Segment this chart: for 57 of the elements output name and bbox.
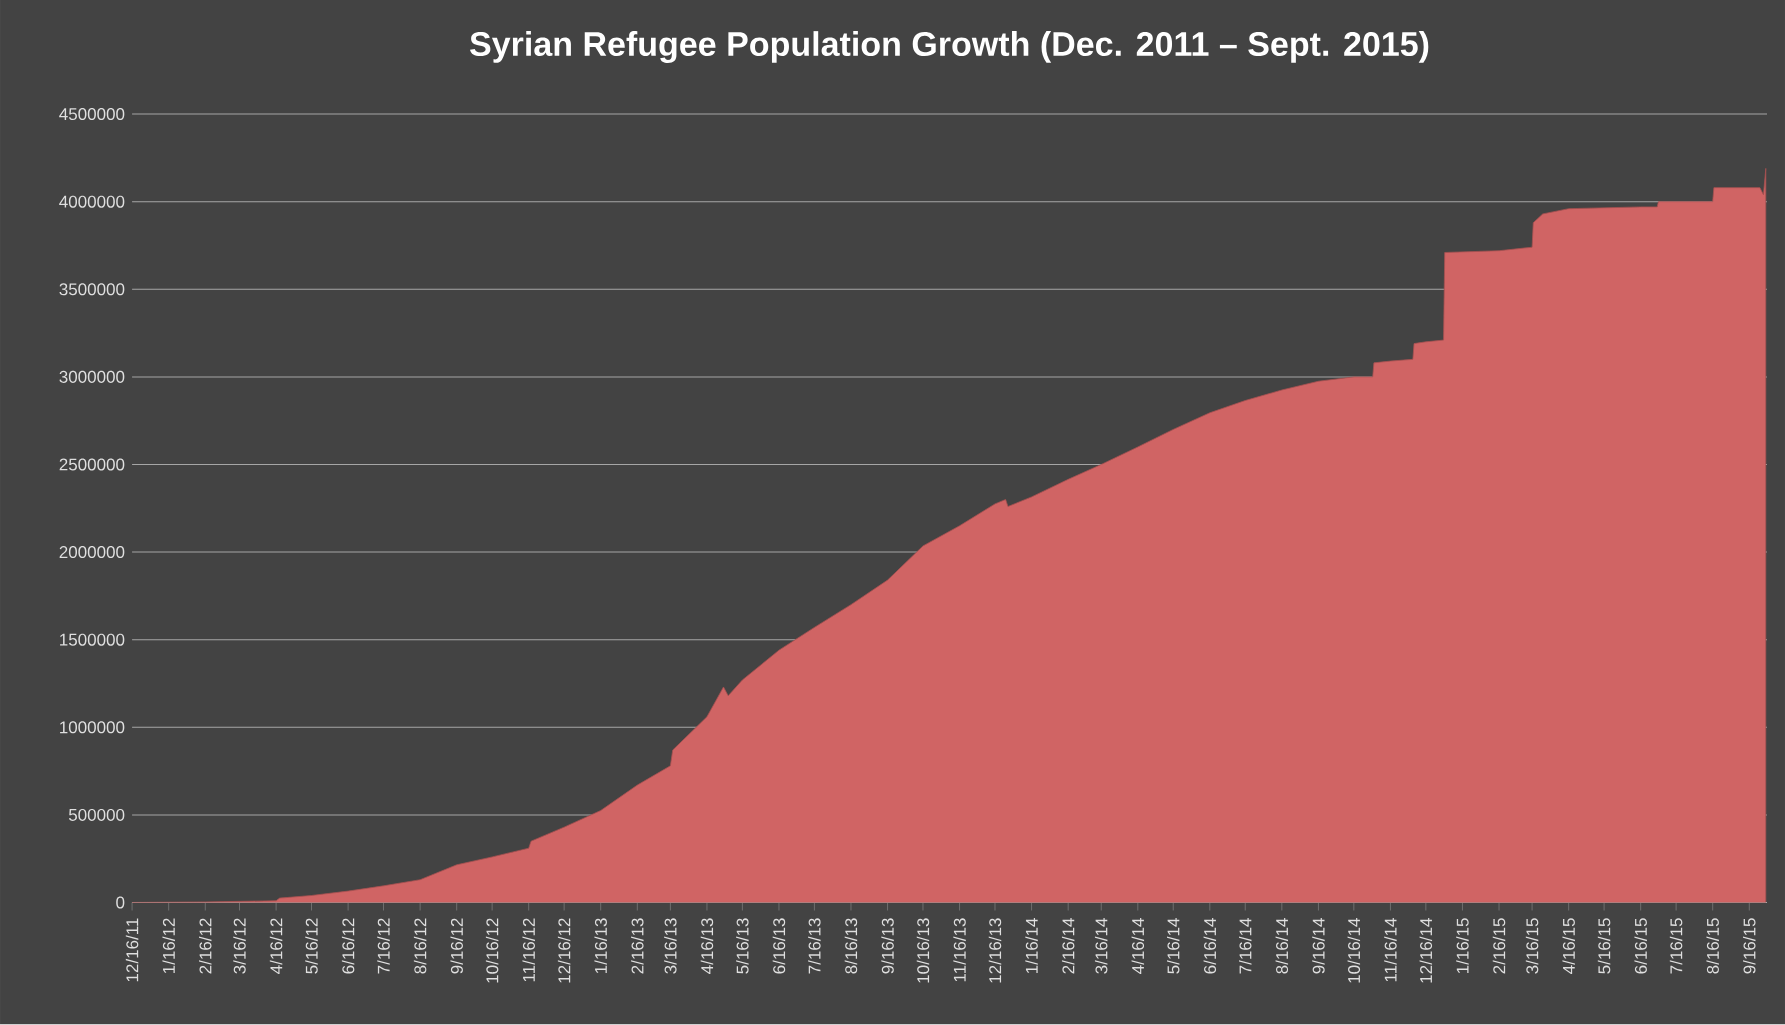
x-tick-label: 7/16/15 [1669,918,1683,974]
x-tick-label: 3/16/14 [1094,918,1108,974]
x-tick-label: 9/16/12 [450,918,463,974]
y-tick-label: 2000000 [59,546,125,559]
y-tick-label: 4500000 [59,108,125,121]
x-tick-label: 2/16/12 [199,918,212,974]
x-tick-label: 8/16/14 [1275,918,1289,974]
x-tick-label: 7/16/13 [808,918,821,974]
y-tick-label: 3500000 [59,283,125,296]
x-tick-label: 11/16/13 [953,918,966,982]
x-tick-label: 8/16/13 [844,918,858,974]
y-tick-label: 1000000 [60,721,125,734]
x-tick-label: 11/16/14 [1384,918,1397,982]
x-tick-label: 6/16/14 [1203,918,1217,974]
y-tick-label: 500000 [68,809,125,822]
x-tick-label: 8/16/12 [413,918,427,974]
x-tick-label: 10/16/14 [1347,918,1361,983]
x-tick-label: 10/16/12 [485,918,499,983]
x-tick-label: 3/16/13 [664,918,677,974]
x-tick-label: 2/16/14 [1061,918,1075,974]
x-tick-label: 6/16/12 [341,918,355,974]
x-tick-label: 4/16/14 [1131,918,1145,975]
x-tick-label: 7/16/14 [1238,918,1252,974]
y-tick-label: 4000000 [59,195,125,208]
y-tick-label: 0 [116,896,125,909]
x-tick-label: 5/16/13 [736,918,749,974]
x-tick-label: 5/16/15 [1597,918,1611,974]
x-tick-label: 1/16/14 [1025,918,1038,974]
x-tick-label: 9/16/15 [1743,918,1756,974]
x-tick-label: 12/16/14 [1419,918,1433,983]
x-tick-label: 8/16/15 [1706,918,1719,974]
x-tick-label: 9/16/14 [1312,918,1325,974]
chart-title: Syrian Refugee Population Growth (Dec. 2011 – Sept. 2015) [470,31,1429,64]
x-tick-label: 3/16/12 [233,918,246,974]
x-tick-label: 2/16/15 [1492,918,1506,974]
x-tick-label: 6/16/13 [772,918,786,974]
x-tick-label: 4/16/15 [1562,918,1575,975]
y-tick-label: 1500000 [60,633,125,646]
x-tick-label: 4/16/12 [269,918,283,975]
x-tick-label: 11/16/12 [522,918,535,982]
x-tick-label: 12/16/13 [988,918,1002,983]
x-tick-label: 3/16/15 [1525,918,1539,974]
y-tick-label: 2500000 [59,458,125,471]
x-tick-label: 2/16/13 [631,918,644,974]
y-tick-label: 3000000 [59,371,125,384]
x-tick-label: 7/16/12 [377,918,390,974]
x-tick-label: 1/16/12 [162,918,175,974]
x-tick-label: 12/16/11 [125,918,139,982]
x-tick-label: 5/16/12 [305,918,318,974]
x-tick-label: 9/16/13 [881,918,894,974]
x-tick-label: 12/16/12 [557,918,571,983]
x-tick-label: 4/16/13 [700,918,714,975]
x-tick-label: 1/16/15 [1456,918,1469,974]
x-tick-label: 6/16/15 [1634,918,1647,974]
x-tick-label: 1/16/13 [594,918,607,974]
x-tick-label: 10/16/13 [916,918,930,983]
x-tick-label: 5/16/14 [1166,918,1180,974]
